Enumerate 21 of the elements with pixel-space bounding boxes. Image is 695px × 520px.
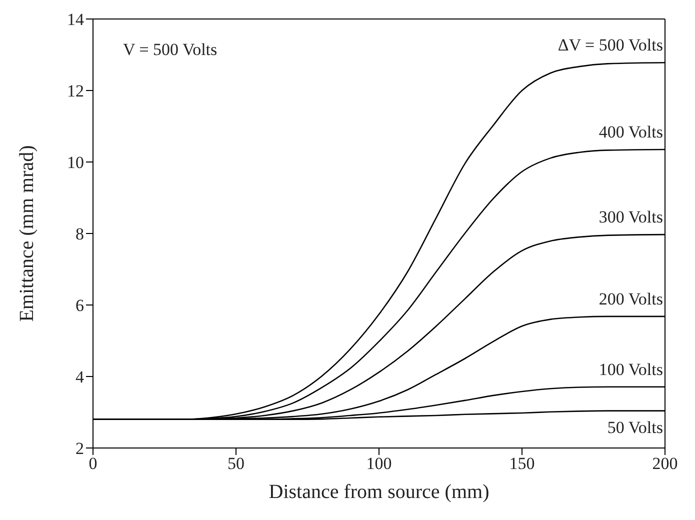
y-axis-title: Emittance (mm mrad) xyxy=(16,145,38,322)
series-label: 200 Volts xyxy=(598,289,663,308)
x-tick-label: 100 xyxy=(366,454,392,474)
x-tick-label: 200 xyxy=(652,454,678,474)
x-axis-title: Distance from source (mm) xyxy=(268,481,490,503)
y-tick-label: 6 xyxy=(76,296,84,316)
y-tick-label: 8 xyxy=(76,224,84,244)
y-tick-label: 12 xyxy=(67,82,84,101)
series-label: 300 Volts xyxy=(598,208,663,227)
x-tick-label: 150 xyxy=(509,454,535,474)
y-tick-label: 14 xyxy=(67,10,84,30)
x-tick-label: 0 xyxy=(88,454,98,474)
annotation: V = 500 Volts xyxy=(123,40,218,60)
y-tick-label: 10 xyxy=(67,153,84,172)
series-label: ΔV = 500 Volts xyxy=(558,36,663,55)
y-tick-label: 2 xyxy=(76,439,84,458)
series-label: 100 Volts xyxy=(598,360,663,379)
x-tick-label: 50 xyxy=(228,454,244,474)
series-label: 400 Volts xyxy=(598,122,663,142)
series-label: 50 Volts xyxy=(607,418,663,437)
y-tick-label: 4 xyxy=(76,368,84,387)
